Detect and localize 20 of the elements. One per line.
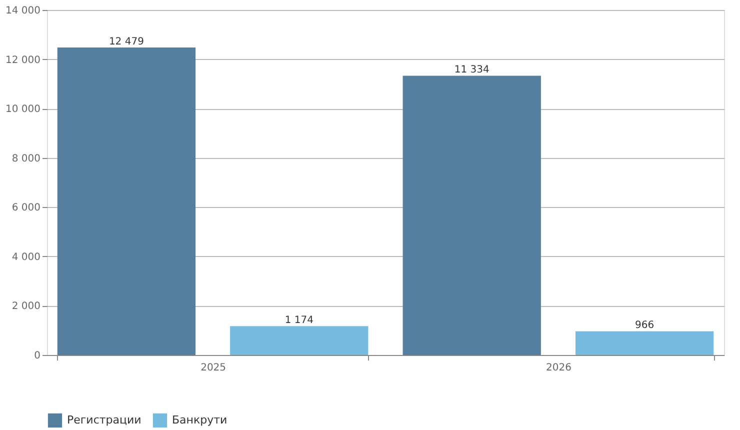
y-tick-label: 10 000 xyxy=(6,104,40,116)
legend-label: Банкрути xyxy=(172,413,228,426)
y-tick-label: 2 000 xyxy=(12,301,40,312)
y-tick-label: 4 000 xyxy=(12,252,40,263)
bar xyxy=(402,76,541,355)
data-label: 12 479 xyxy=(108,36,144,48)
data-label: 1 174 xyxy=(284,315,314,326)
y-tick-label: 8 000 xyxy=(12,153,40,164)
y-tick-label: 6 000 xyxy=(12,202,40,214)
x-tick-label: 2025 xyxy=(200,362,226,374)
x-tick-label: 2026 xyxy=(546,362,572,374)
data-label: 966 xyxy=(635,320,654,332)
data-label: 11 334 xyxy=(454,64,490,76)
y-tick-label: 14 000 xyxy=(6,6,40,16)
bar xyxy=(230,326,368,355)
legend-label: Регистрации xyxy=(67,413,142,426)
y-tick-label: 0 xyxy=(34,350,40,362)
bar xyxy=(575,331,714,355)
bar xyxy=(57,47,196,355)
y-tick-label: 12 000 xyxy=(6,54,40,66)
